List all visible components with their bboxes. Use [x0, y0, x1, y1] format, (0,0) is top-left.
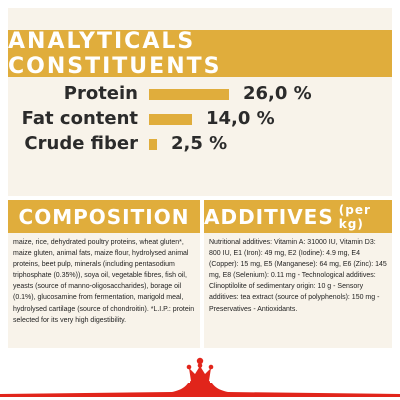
composition-header: COMPOSITION: [8, 200, 200, 233]
additives-header: ADDITIVES (per kg): [204, 200, 392, 233]
row-protein: Protein 26,0 %: [18, 82, 388, 106]
fiber-label: Crude fiber: [24, 133, 138, 154]
analytical-title: ANALYTICALS CONSTITUENTS: [8, 28, 222, 79]
fiber-value: 2,5 %: [171, 133, 228, 154]
protein-label: Protein: [63, 83, 138, 104]
composition-text: maize, rice, dehydrated poultry proteins…: [13, 239, 195, 324]
fat-value: 14,0 %: [206, 108, 275, 129]
royal-canin-crown-logo: [0, 350, 400, 400]
row-fiber: Crude fiber 2,5 %: [18, 132, 388, 156]
row-fat: Fat content 14,0 %: [18, 107, 388, 131]
protein-value: 26,0 %: [243, 83, 312, 104]
fiber-bar: [149, 139, 157, 150]
additives-text: Nutritional additives: Vitamin A: 31000 …: [209, 239, 387, 313]
composition-title: COMPOSITION: [18, 204, 190, 229]
fat-label: Fat content: [21, 108, 138, 129]
composition-body: maize, rice, dehydrated poultry proteins…: [8, 233, 200, 348]
analytical-banner: ANALYTICALS CONSTITUENTS: [8, 28, 392, 79]
additives-unit: (per kg): [338, 202, 371, 231]
additives-body: Nutritional additives: Vitamin A: 31000 …: [204, 233, 392, 348]
protein-bar: [149, 89, 229, 100]
fat-bar: [149, 114, 192, 125]
additives-title: ADDITIVES: [204, 204, 334, 229]
